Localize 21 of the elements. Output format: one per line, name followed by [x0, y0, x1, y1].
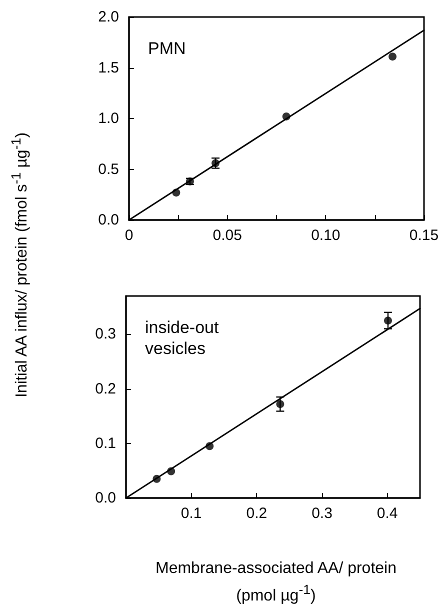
- x-tick-label: 0.3: [312, 505, 332, 522]
- x-tick-label: 0: [124, 227, 134, 244]
- point: [388, 52, 397, 61]
- y-tick-label: 0.2: [95, 380, 116, 398]
- x-tick-label: 0.05: [212, 227, 242, 244]
- y-tick-label: 0.5: [98, 160, 119, 178]
- x-tick-label: 0.15: [409, 227, 439, 244]
- y-tick-label: 0.0: [95, 490, 116, 506]
- x-axis-title: Membrane-associated AA/ protein (pmol µg$^{-1}$): [154, 559, 398, 606]
- y-tick-label: 1.5: [98, 59, 119, 76]
- y-tick-label: 1.0: [98, 110, 119, 127]
- y-tick-label: 0.3: [95, 326, 116, 343]
- text: PMN: [148, 39, 186, 58]
- y-tick-label: 2.0: [98, 8, 119, 26]
- x-tick-label: 0.1: [180, 505, 202, 522]
- x-tick-label: 0.10: [311, 227, 340, 244]
- y-tick-label: 0.1: [95, 434, 116, 452]
- y-tick-label: 0.0: [98, 212, 119, 228]
- x-tick-label: 0.2: [246, 505, 268, 522]
- text: inside-out vesicles: [145, 318, 219, 358]
- x-tick-label: 0.4: [376, 505, 398, 522]
